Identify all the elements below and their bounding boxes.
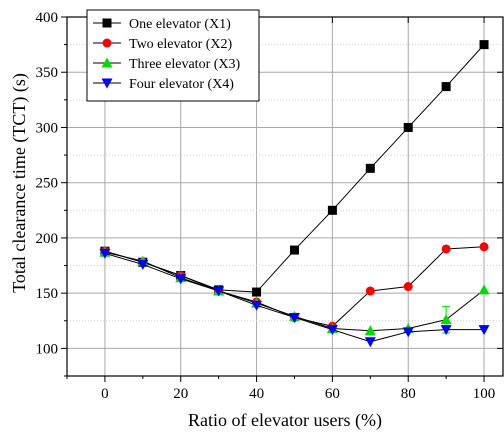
legend-label: Three elevator (X3) [129,57,240,72]
y-tick-label: 300 [36,120,59,136]
data-point [403,282,413,292]
data-point [326,325,338,336]
y-tick-label: 100 [36,341,59,357]
data-point [137,259,149,270]
data-point [364,337,376,348]
x-tick-label: 0 [101,386,109,402]
data-point [479,242,489,252]
data-point [288,312,300,323]
data-point [441,244,451,254]
legend-marker [102,18,112,28]
data-point [441,82,451,92]
series-group [99,40,490,348]
series-line [104,252,485,343]
x-tick-label: 80 [401,386,416,402]
x-tick-label: 20 [173,386,188,402]
data-point [289,245,299,255]
data-point [403,122,413,132]
y-tick-label: 200 [36,231,59,247]
y-axis-title: Total clearance time (TCT) (s) [9,73,30,293]
data-point [99,248,111,259]
data-point [252,287,262,297]
legend: One elevator (X1) Two elevator (X2) Three … [86,9,260,102]
y-tick-label: 150 [36,286,59,302]
data-point [251,300,263,311]
plot-border [66,16,504,377]
data-point [365,286,375,296]
legend-label: One elevator (X1) [129,17,231,32]
legend-marker [102,38,112,48]
data-point [327,205,337,215]
data-point [440,325,452,336]
data-point [478,325,490,336]
legend-entry: One elevator (X1) [93,17,231,32]
data-point [364,325,376,336]
legend-label: Four elevator (X4) [129,77,234,92]
data-point [365,163,375,173]
series-4 [99,248,490,348]
legend-marker [101,57,113,68]
y-tick-label: 400 [36,10,59,26]
y-tick-label: 350 [36,65,59,81]
x-tick-label: 60 [325,386,340,402]
data-point [478,284,490,295]
legend-box [86,9,260,102]
x-tick-label: 40 [249,386,264,402]
legend-marker [101,78,113,89]
data-point [175,274,187,285]
plot-frame [66,16,504,377]
data-point [402,327,414,338]
x-axis-title: Ratio of elevator users (%) [188,410,382,431]
data-point [213,286,225,297]
y-tick-label: 250 [36,176,59,192]
legend-entry: Three elevator (X3) [93,57,240,72]
legend-entry: Four elevator (X4) [93,77,234,92]
legend-label: Two elevator (X2) [129,37,233,52]
legend-entry: Two elevator (X2) [93,37,233,52]
x-tick-label: 100 [473,386,496,402]
data-point [440,314,452,325]
data-point [479,40,489,50]
